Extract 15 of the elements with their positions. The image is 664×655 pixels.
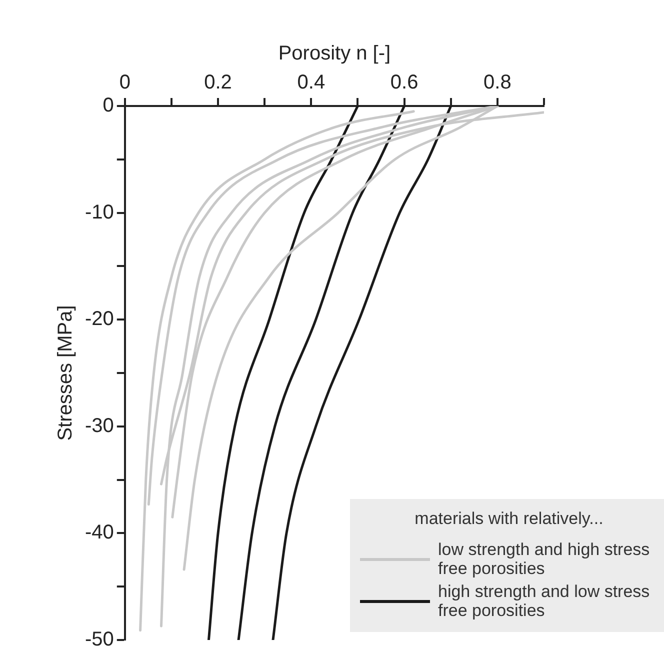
y-tick-label: -40 (85, 522, 114, 544)
x-tick-label: 0.6 (390, 72, 418, 94)
y-tick-label: -20 (85, 308, 114, 330)
x-tick-label: 0.2 (204, 72, 232, 94)
y-tick-label: 0 (102, 94, 114, 117)
y-tick-label: -30 (85, 414, 114, 437)
x-tick-label: 0 (119, 72, 130, 94)
y-tick-label: -50 (85, 628, 114, 651)
x-tick-label: 0.8 (484, 72, 512, 94)
legend-label: high strength and low stress free porosities (438, 582, 651, 620)
y-axis-title: Stresses [MPa] (54, 305, 77, 441)
y-tick-label: -10 (85, 201, 114, 224)
x-tick-label: 0.4 (297, 72, 326, 94)
legend-title: materials with relatively... (414, 509, 604, 528)
x-axis-title: Porosity n [-] (278, 42, 391, 65)
